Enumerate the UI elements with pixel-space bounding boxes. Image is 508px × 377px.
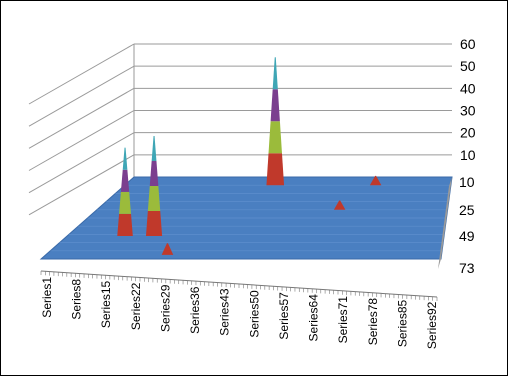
x-tick-label: Series50 <box>247 290 261 338</box>
z-tick-label: 20 <box>460 125 476 141</box>
x-tick-label: Series22 <box>129 282 143 330</box>
x-tick-label: Series92 <box>425 301 439 349</box>
peak-Series22-band-2 <box>149 160 159 186</box>
surface-side-panel <box>438 177 452 269</box>
peak-Series29-band-0 <box>161 243 174 255</box>
peak-Series43-band-3 <box>272 57 278 90</box>
side-gridline-10 <box>28 154 135 216</box>
peak-Series43-band-1 <box>268 121 282 154</box>
x-tick-label: Series71 <box>336 296 350 344</box>
x-tick-label: Series78 <box>366 298 380 346</box>
x-tick-label: Series43 <box>218 288 232 336</box>
peak-Series43-band-0 <box>266 153 285 186</box>
z-tick-label: 10 <box>460 147 476 163</box>
x-tick-label: Series36 <box>188 286 202 334</box>
peak-Series22-band-3 <box>151 135 157 161</box>
x-tick-label: Series15 <box>99 280 113 328</box>
peak-Series22-band-1 <box>147 185 161 212</box>
z-tick-label: 30 <box>460 103 476 119</box>
depth-tick-label: 25 <box>459 202 475 218</box>
peak-Series43-band-2 <box>270 89 280 122</box>
x-tick-label: Series57 <box>277 292 291 340</box>
peak-Series15-band-2 <box>120 169 130 192</box>
x-tick-label: Series8 <box>70 279 84 320</box>
depth-tick-label: 10 <box>459 174 475 190</box>
peak-Series22-band-0 <box>145 211 163 237</box>
z-tick-label: 60 <box>460 36 476 52</box>
side-gridline-30 <box>28 110 135 171</box>
peak-Series64-band-0 <box>333 200 346 210</box>
side-gridline-20 <box>28 132 135 194</box>
x-tick-label: Series1 <box>40 277 54 318</box>
x-tick-label: Series29 <box>158 284 172 332</box>
peak-Series15-band-0 <box>117 213 133 237</box>
depth-tick-label: 49 <box>459 228 475 244</box>
peak-Series71-band-0 <box>369 175 382 186</box>
x-tick-label: Series85 <box>395 299 409 347</box>
peak-Series15-band-3 <box>122 147 128 170</box>
side-gridline-40 <box>28 87 135 149</box>
peak-Series15-band-1 <box>119 191 132 214</box>
side-gridline-60 <box>28 43 135 105</box>
depth-tick-label: 73 <box>459 260 475 276</box>
z-tick-label: 40 <box>460 80 476 96</box>
z-tick-label: 50 <box>460 58 476 74</box>
side-gridline-50 <box>28 65 135 127</box>
x-tick-label: Series64 <box>307 294 321 342</box>
